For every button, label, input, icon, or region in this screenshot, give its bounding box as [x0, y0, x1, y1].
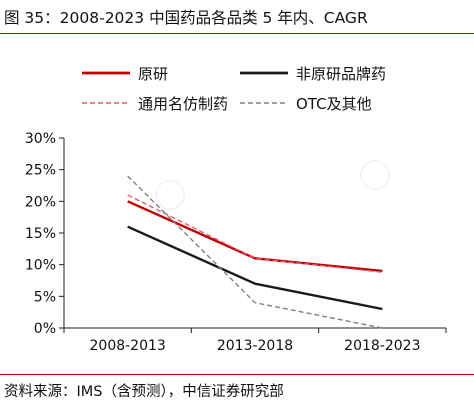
legend-label-2: 非原研品牌药 — [296, 65, 386, 83]
legend-label-4: OTC及其他 — [296, 95, 372, 113]
x-tick-label: 2018-2023 — [344, 338, 420, 354]
source-note: 资料来源：IMS（含预测），中信证券研究部 — [4, 384, 284, 400]
watermark-logo-left — [155, 180, 185, 210]
watermark-logo-right — [360, 160, 390, 190]
series-lines — [127, 175, 383, 329]
source-divider — [0, 374, 474, 375]
watermark — [155, 160, 390, 210]
y-tick-label: 30% — [25, 131, 56, 147]
y-tick-label: 15% — [25, 226, 56, 242]
series-line-4 — [127, 175, 383, 329]
y-tick-label: 25% — [25, 163, 56, 179]
title-bar: 图 35：2008-2023 中国药品各品类 5 年内、CAGR — [0, 0, 474, 34]
series-line-2 — [127, 225, 383, 311]
y-tick-label: 20% — [25, 194, 56, 210]
series-line-1 — [127, 200, 383, 273]
x-axis: 2008-2013 2013-2018 2018-2023 — [63, 327, 447, 354]
y-tick-label: 10% — [25, 258, 56, 274]
y-tick-label: 0% — [34, 321, 56, 337]
series-line-3 — [127, 194, 383, 273]
y-axis: 0% 5% 10% 15% 20% 25% 30% — [25, 131, 65, 337]
figure-title: 图 35：2008-2023 中国药品各品类 5 年内、CAGR — [4, 9, 368, 27]
legend-label-3: 通用名仿制药 — [138, 95, 228, 113]
y-tick-label: 5% — [34, 289, 56, 305]
x-tick-label: 2013-2018 — [217, 338, 293, 354]
legend-label-1: 原研 — [138, 65, 168, 83]
x-tick-label: 2008-2013 — [90, 338, 166, 354]
